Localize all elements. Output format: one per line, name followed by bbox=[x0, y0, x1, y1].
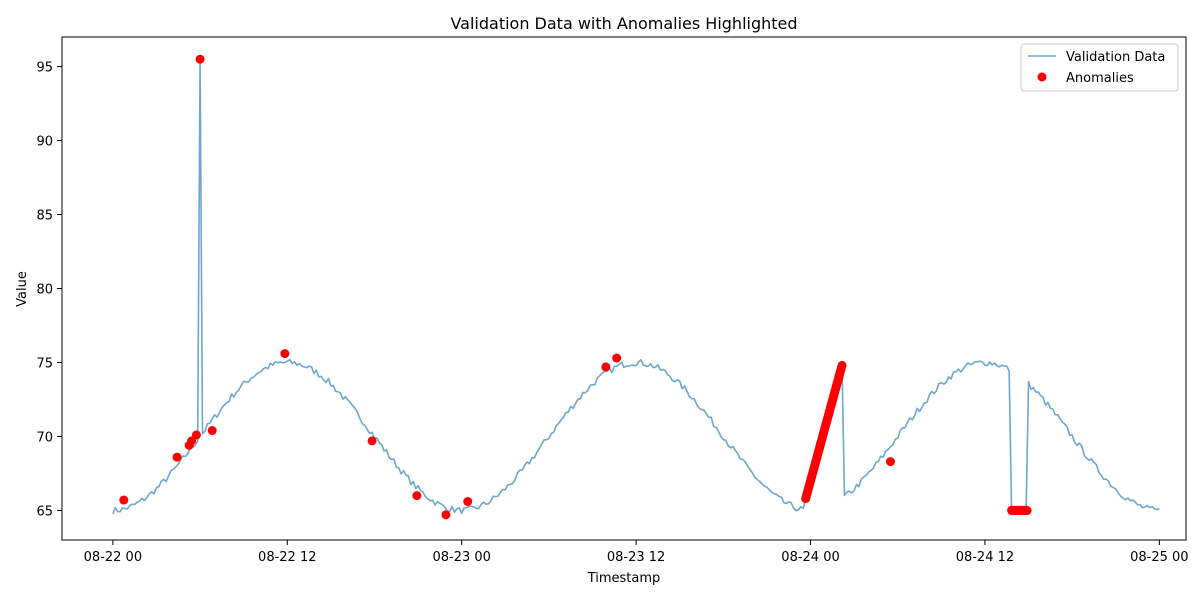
anomaly-point bbox=[837, 360, 847, 370]
y-tick-label: 95 bbox=[36, 61, 53, 76]
y-tick-label: 80 bbox=[36, 283, 53, 298]
x-tick-label: 08-24 12 bbox=[956, 550, 1014, 565]
line-layer bbox=[112, 58, 1160, 515]
anomaly-point bbox=[367, 436, 377, 446]
y-axis-label: Value bbox=[15, 271, 30, 307]
x-tick-label: 08-25 00 bbox=[1130, 550, 1188, 565]
y-tick-label: 85 bbox=[36, 209, 53, 224]
legend-box bbox=[1020, 43, 1179, 92]
anomaly-point bbox=[601, 362, 611, 372]
x-axis-label: Timestamp bbox=[587, 571, 661, 586]
anomaly-point bbox=[612, 353, 622, 363]
series-line-validation-data bbox=[112, 58, 1160, 515]
scatter-layer bbox=[119, 54, 1032, 520]
plot-frame bbox=[61, 36, 1187, 541]
anomaly-point bbox=[463, 497, 473, 507]
x-tick-label: 08-22 00 bbox=[84, 550, 142, 565]
x-tick-label: 08-23 00 bbox=[432, 550, 490, 565]
anomaly-point bbox=[280, 349, 290, 359]
anomaly-point bbox=[412, 491, 422, 501]
x-tick-label: 08-22 12 bbox=[258, 550, 316, 565]
legend: Validation Data Anomalies bbox=[1020, 43, 1179, 92]
anomaly-point bbox=[119, 495, 129, 505]
x-tick-label: 08-24 00 bbox=[781, 550, 839, 565]
x-axis-ticks: 08-22 00 08-22 12 08-23 00 08-23 12 08-24 00… bbox=[84, 540, 1189, 565]
legend-dot-swatch bbox=[1037, 72, 1047, 82]
anomaly-point bbox=[1022, 505, 1032, 515]
y-tick-label: 90 bbox=[36, 135, 53, 150]
anomaly-point bbox=[441, 510, 451, 520]
anomaly-point bbox=[172, 452, 182, 462]
anomaly-point bbox=[885, 457, 895, 467]
y-tick-label: 75 bbox=[36, 356, 53, 371]
plot-area bbox=[61, 36, 1187, 541]
chart-title: Validation Data with Anomalies Highlight… bbox=[450, 14, 797, 33]
legend-label-validation-data: Validation Data bbox=[1066, 50, 1165, 65]
y-tick-label: 70 bbox=[36, 430, 53, 445]
anomaly-point bbox=[191, 430, 201, 440]
x-tick-label: 08-23 12 bbox=[607, 550, 665, 565]
y-tick-label: 65 bbox=[36, 504, 53, 519]
anomaly-point bbox=[207, 426, 217, 436]
legend-label-anomalies: Anomalies bbox=[1066, 71, 1134, 86]
y-axis-ticks: 65 70 75 80 85 90 95 bbox=[36, 61, 62, 519]
anomaly-point bbox=[195, 54, 205, 64]
